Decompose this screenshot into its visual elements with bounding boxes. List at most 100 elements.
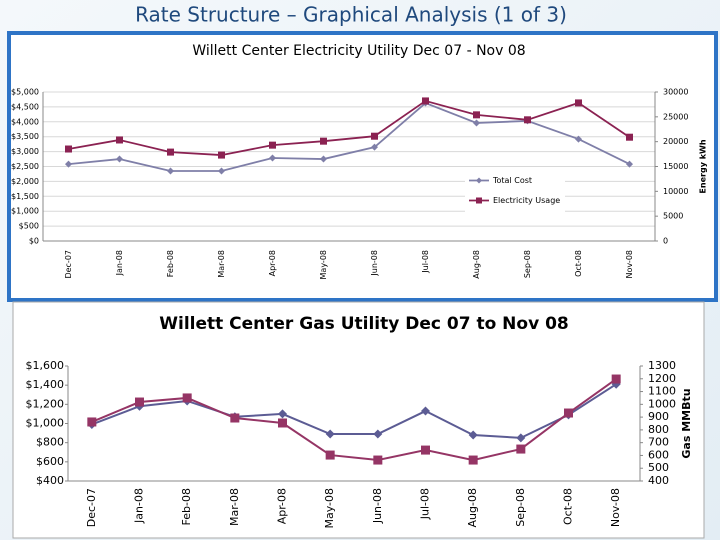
- legend-label: Electricity Usage: [493, 196, 560, 205]
- marker: [611, 374, 621, 384]
- x-tick-label: Jun-08: [370, 250, 379, 277]
- x-tick-label: Jul-08: [421, 250, 430, 274]
- marker: [516, 433, 526, 443]
- marker: [516, 444, 526, 454]
- x-tick-label: Mar-08: [217, 250, 226, 278]
- chart-frame: [12, 301, 705, 539]
- y-tick-label: $600: [36, 455, 64, 468]
- marker: [320, 137, 327, 145]
- x-tick-label: Aug-08: [466, 488, 479, 527]
- x-tick-label: Jun-08: [371, 488, 384, 524]
- marker: [65, 160, 72, 168]
- marker: [182, 393, 192, 403]
- x-tick-label: Sep-08: [514, 488, 527, 527]
- chart-title: Willett Center Electricity Utility Dec 0…: [192, 43, 525, 59]
- y2-tick-label: 5000: [663, 212, 683, 221]
- y2-tick-label: 1200: [648, 372, 676, 385]
- marker: [373, 429, 383, 439]
- marker: [87, 417, 97, 427]
- legend-label: Total Cost: [492, 176, 532, 185]
- y2-tick-label: 25000: [663, 112, 688, 121]
- marker: [468, 455, 478, 465]
- y-tick-label: $2,000: [11, 177, 39, 186]
- x-tick-label: Feb-08: [180, 488, 193, 525]
- y2-tick-label: 400: [648, 474, 669, 487]
- y-tick-label: $1,000: [26, 417, 65, 430]
- y2-tick-label: 500: [648, 461, 669, 474]
- y-tick-label: $3,000: [11, 147, 39, 156]
- x-tick-label: Apr-08: [268, 250, 277, 276]
- marker: [421, 445, 430, 455]
- y-tick-label: $1,600: [26, 359, 65, 372]
- y2-tick-label: 600: [648, 448, 669, 461]
- x-tick-label: Nov-08: [609, 488, 622, 527]
- marker: [269, 154, 276, 162]
- marker: [218, 167, 225, 175]
- marker: [626, 160, 633, 168]
- marker: [230, 413, 240, 423]
- y2-axis-title: Gas MMBtu: [680, 388, 693, 458]
- marker: [373, 455, 383, 465]
- x-tick-label: Aug-08: [472, 250, 481, 279]
- x-tick-label: Dec-07: [64, 250, 73, 279]
- marker: [320, 155, 327, 163]
- y-tick-label: $1,500: [11, 192, 39, 201]
- x-tick-label: Apr-08: [276, 488, 289, 524]
- marker: [575, 99, 582, 107]
- y2-tick-label: 800: [648, 423, 669, 436]
- series-line: [68, 101, 630, 172]
- y2-tick-label: 700: [648, 436, 669, 449]
- y2-tick-label: 10000: [663, 187, 688, 196]
- y2-tick-label: 30000: [663, 88, 688, 97]
- y2-tick-label: 15000: [663, 162, 688, 171]
- y-tick-label: $4,000: [11, 117, 39, 126]
- marker: [325, 429, 335, 439]
- legend-box: [465, 168, 565, 213]
- y-tick-label: $2,500: [11, 162, 39, 171]
- x-tick-label: Jul-08: [419, 488, 432, 520]
- y-tick-label: $4,500: [11, 102, 39, 111]
- marker: [626, 133, 633, 141]
- y2-tick-label: 20000: [663, 137, 688, 146]
- y2-tick-label: 1300: [648, 359, 676, 372]
- x-tick-label: Sep-08: [523, 250, 532, 278]
- marker: [473, 119, 480, 127]
- marker: [564, 408, 573, 418]
- marker: [278, 418, 287, 428]
- y-tick-label: $1,400: [26, 378, 65, 391]
- marker: [371, 132, 378, 140]
- series-line: [91, 383, 617, 439]
- marker: [116, 136, 123, 144]
- y-tick-label: $5,000: [11, 88, 39, 97]
- y-tick-label: $400: [36, 474, 64, 487]
- marker: [167, 167, 174, 175]
- y-tick-label: $800: [36, 436, 64, 449]
- slide-title: Rate Structure – Graphical Analysis (1 o…: [135, 3, 567, 27]
- x-tick-label: Dec-07: [85, 488, 98, 527]
- x-tick-label: Oct-08: [574, 250, 583, 277]
- marker: [524, 116, 531, 124]
- marker: [421, 406, 430, 416]
- y2-tick-label: 1000: [648, 397, 676, 410]
- series-line: [68, 99, 631, 156]
- marker: [116, 155, 123, 163]
- marker: [422, 97, 429, 105]
- x-tick-label: Feb-08: [166, 250, 175, 277]
- marker: [65, 145, 72, 153]
- marker: [278, 409, 287, 419]
- x-tick-label: Oct-08: [562, 488, 575, 525]
- marker: [135, 397, 144, 407]
- y2-axis-title: Energy kWh: [699, 139, 708, 193]
- y-tick-label: $500: [19, 222, 39, 231]
- y-tick-label: $3,500: [11, 132, 39, 141]
- marker: [269, 141, 276, 149]
- marker: [468, 430, 478, 440]
- x-tick-label: Nov-08: [625, 250, 634, 278]
- marker: [476, 197, 482, 204]
- y-tick-label: $0: [29, 237, 39, 246]
- marker: [167, 148, 174, 156]
- marker: [575, 135, 582, 143]
- x-tick-label: May-08: [319, 250, 328, 279]
